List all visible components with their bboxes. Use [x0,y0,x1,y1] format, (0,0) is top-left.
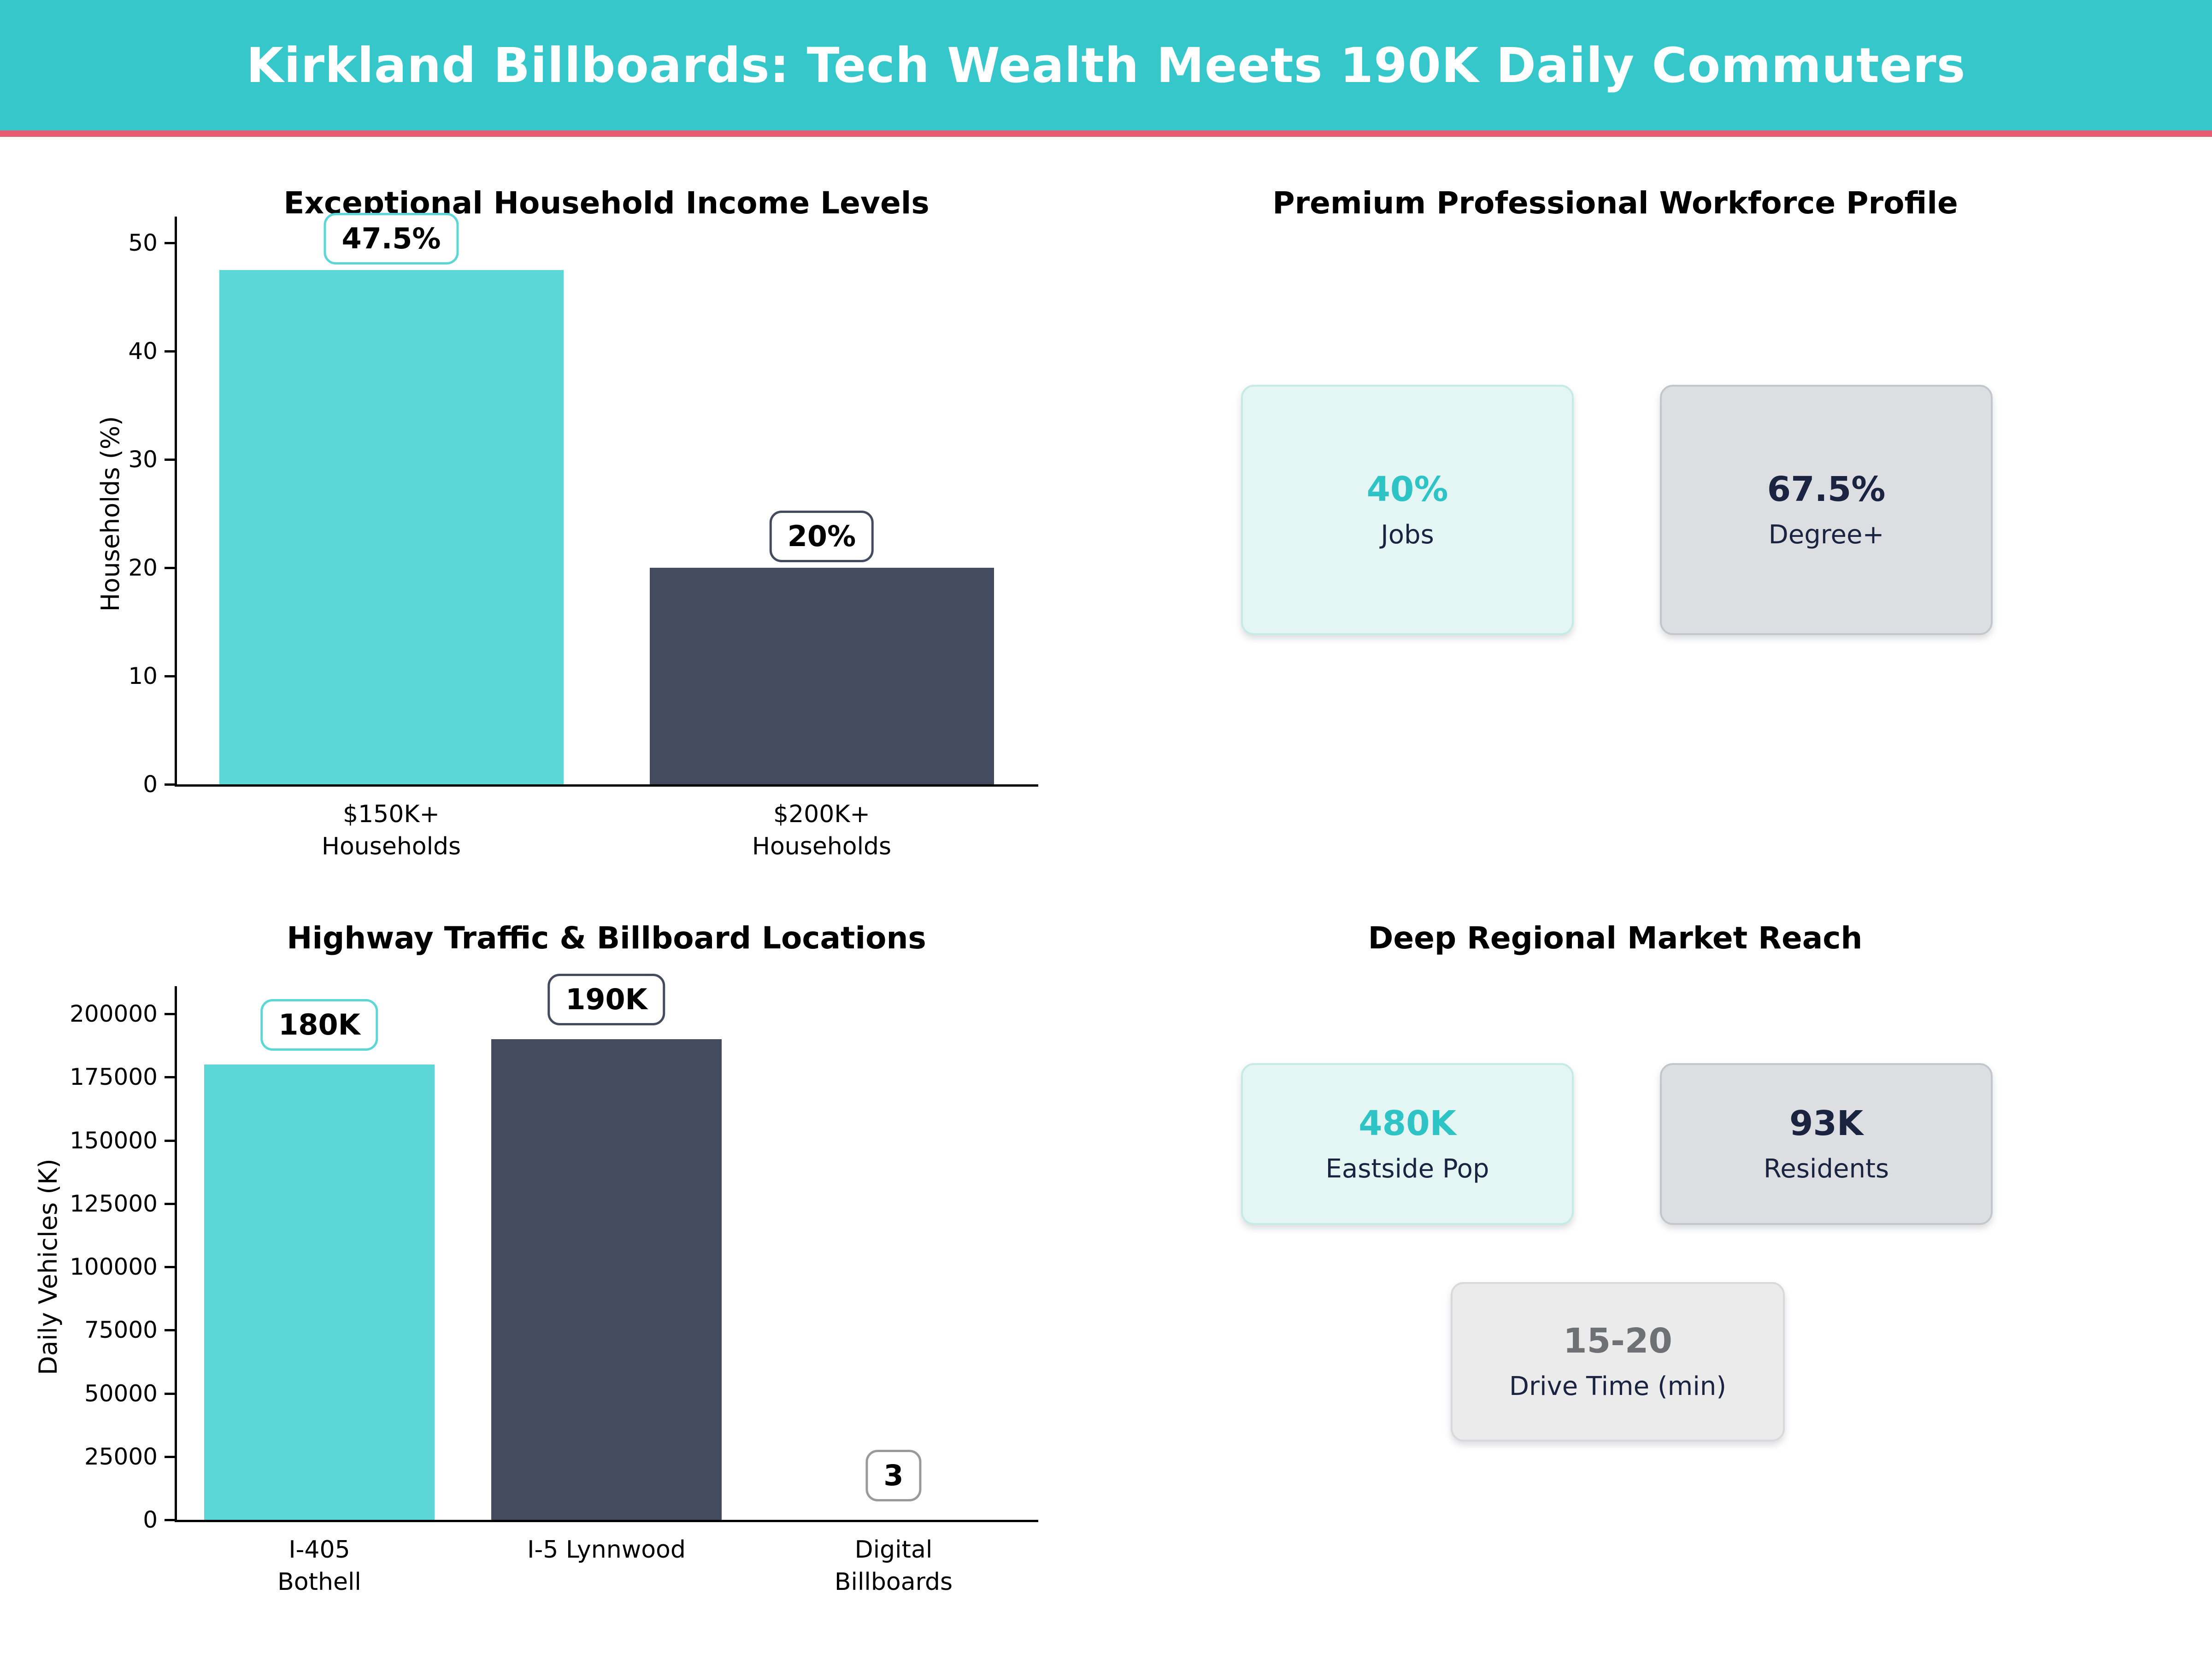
x-axis-line [175,1520,1038,1522]
y-tick-mark [165,567,176,569]
y-tick-mark [165,1329,176,1332]
stat-value: 67.5% [1767,469,1886,509]
y-tick-mark [165,459,176,461]
y-axis-line [175,217,177,787]
y-tick-label: 125000 [70,1190,158,1217]
y-axis-label: Daily Vehicles (K) [34,1159,63,1375]
x-tick-label: Digital Billboards [834,1536,953,1596]
header-banner: Kirkland Billboards: Tech Wealth Meets 1… [0,0,2212,130]
y-tick-label: 0 [143,1506,158,1533]
stat-value: 15-20 [1563,1321,1672,1361]
y-tick-mark [165,1202,176,1205]
chart-title-traffic: Highway Traffic & Billboard Locations [287,920,926,956]
x-tick-label: I-5 Lynnwood [527,1536,686,1564]
header-divider [0,130,2212,137]
y-tick-label: 100000 [70,1253,158,1280]
stat-value: 93K [1789,1103,1864,1143]
stat-label: Degree+ [1768,519,1884,550]
stat-label: Drive Time (min) [1509,1371,1727,1401]
y-tick-label: 25000 [84,1443,158,1470]
y-tick-label: 40 [128,338,158,365]
stat-card-eastside-pop: 480K Eastside Pop [1241,1063,1574,1225]
stat-card-residents: 93K Residents [1660,1063,1993,1225]
value-badge: 180K [260,999,378,1051]
x-axis-line [175,784,1038,787]
y-axis-label: Households (%) [96,416,125,612]
y-tick-label: 175000 [70,1064,158,1091]
stat-card-drive-time-min-: 15-20 Drive Time (min) [1451,1282,1785,1441]
y-tick-mark [165,1139,176,1142]
y-tick-mark [165,1076,176,1079]
value-badge: 20% [769,511,874,562]
y-tick-mark [165,1455,176,1458]
stat-label: Residents [1763,1153,1889,1184]
y-tick-mark [165,783,176,786]
panel-title-workforce: Premium Professional Workforce Profile [1272,185,1958,221]
y-tick-label: 20 [128,554,158,581]
y-tick-label: 75000 [84,1317,158,1344]
y-tick-mark [165,675,176,677]
y-tick-label: 50 [128,229,158,256]
y-axis-line [175,986,177,1522]
bar-$200K+ [649,568,994,784]
chart-title-income: Exceptional Household Income Levels [283,185,930,221]
value-badge: 47.5% [324,212,459,265]
stat-label: Eastside Pop [1325,1153,1489,1184]
y-tick-label: 150000 [70,1127,158,1154]
y-tick-mark [165,1266,176,1268]
x-tick-label: $200K+ Households [752,800,892,861]
value-badge: 3 [865,1450,922,1501]
y-tick-label: 0 [143,771,158,798]
x-tick-label: $150K+ Households [321,800,461,861]
y-tick-label: 200000 [70,1000,158,1027]
value-badge: 190K [547,973,665,1025]
page-title: Kirkland Billboards: Tech Wealth Meets 1… [246,37,1966,94]
panel-title-reach: Deep Regional Market Reach [1368,920,1863,956]
y-tick-mark [165,350,176,353]
x-tick-label: I-405 Bothell [277,1536,361,1596]
bar-I-405 [204,1064,435,1520]
stat-label: Jobs [1381,519,1434,550]
stat-card-degree-: 67.5% Degree+ [1660,385,1993,635]
stat-value: 40% [1366,469,1448,509]
y-tick-label: 30 [128,446,158,473]
y-tick-mark [165,1013,176,1015]
bar-$150K+ [219,270,564,784]
bar-I-5 Lynnwood [491,1039,722,1520]
y-tick-mark [165,242,176,244]
y-tick-mark [165,1519,176,1521]
y-tick-label: 50000 [84,1380,158,1407]
stat-card-jobs: 40% Jobs [1241,385,1574,635]
stat-value: 480K [1359,1103,1456,1143]
y-tick-label: 10 [128,663,158,689]
y-tick-mark [165,1392,176,1395]
